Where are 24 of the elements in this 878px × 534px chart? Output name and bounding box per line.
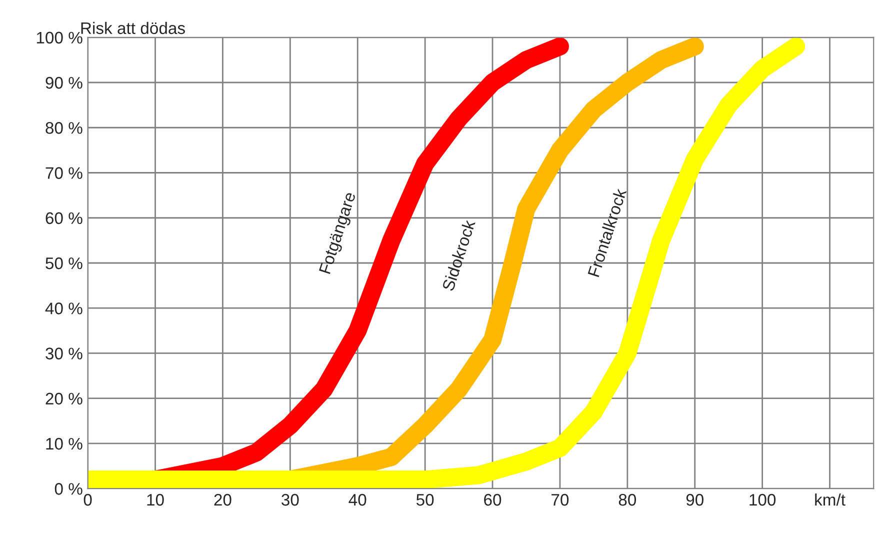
x-tick-label: 90 — [686, 494, 704, 506]
x-tick-label: 100 — [750, 494, 776, 506]
y-tick-label: 0 % — [54, 483, 82, 495]
x-tick-label: 10 — [147, 494, 164, 506]
y-tick-label: 10 % — [46, 438, 82, 450]
y-tick-label: 70 % — [46, 167, 82, 179]
x-tick-label: 50 — [416, 494, 434, 506]
x-tick-label: 30 — [282, 494, 299, 506]
y-tick-label: 60 % — [46, 212, 82, 224]
y-tick-label: 50 % — [46, 257, 82, 270]
x-tick-label: 40 — [348, 494, 366, 506]
x-tick-label: 60 — [484, 494, 502, 506]
y-axis-title: Risk att dödas — [81, 22, 185, 34]
y-tick-label: 90 % — [46, 76, 82, 89]
y-tick-label: 80 % — [46, 122, 82, 134]
x-tick-label: km/t — [815, 493, 846, 506]
y-tick-label: 30 % — [46, 348, 82, 360]
y-tick-label: 40 % — [45, 302, 82, 314]
y-tick-label: 100 % — [36, 32, 82, 44]
x-tick-label: 80 — [618, 494, 636, 506]
x-tick-label: 70 — [552, 494, 569, 506]
x-tick-label: 20 — [214, 494, 232, 506]
x-tick-label: 0 — [84, 494, 92, 506]
y-tick-label: 20 % — [46, 392, 82, 405]
